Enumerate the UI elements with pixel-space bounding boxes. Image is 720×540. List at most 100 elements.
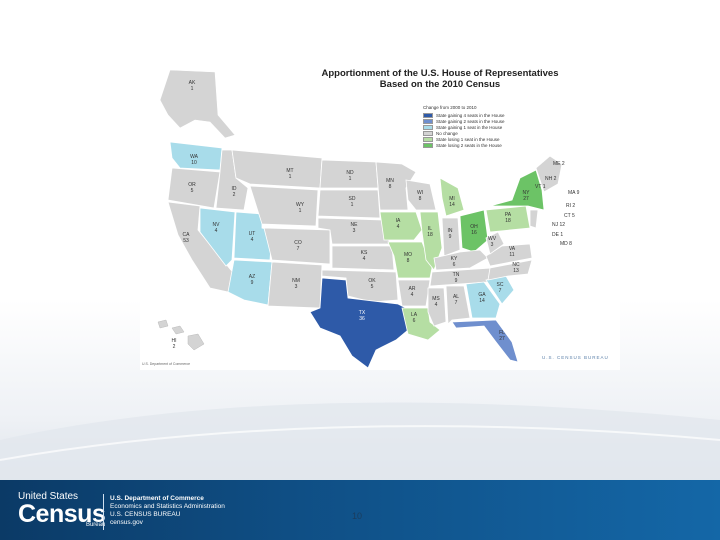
state-OK [321,269,399,303]
state-IN [441,217,461,257]
label-AL-code: AL [453,294,459,300]
label-CA-seats: 53 [183,238,189,244]
label-WI-code: WI [417,190,423,196]
label-HI-code: HI [172,338,177,344]
label-ID-code: ID [232,186,237,192]
label-NY-code: NY [523,190,531,196]
map-title-line2: Based on the 2010 Census [379,79,501,90]
state-WI [405,179,437,211]
state-WV [485,231,505,255]
label-OR-seats: 5 [191,188,194,194]
state-AZ [227,259,273,306]
apportionment-map: AK 1 WA 10 OR 5 CA 53 NV 4 ID 2 MT 1 WY … [140,60,620,370]
state-WA [169,141,223,171]
label-CO-code: CO [294,240,302,246]
label-VT: VT 1 [535,184,546,190]
label-SD-code: SD [349,196,356,202]
label-NJ: NJ 12 [552,222,566,228]
map-title-line1: Apportionment of the U.S. House of Repre… [321,68,559,79]
label-KY-code: KY [451,256,458,262]
label-MT-code: MT [286,168,293,174]
label-TN-code: TN [453,272,460,278]
label-NV-seats: 4 [215,228,218,234]
label-FL-seats: 27 [499,336,505,342]
label-NM-code: NM [292,278,300,284]
footer-divider [103,494,104,530]
state-KY [433,249,489,271]
census-logo[interactable]: United States Census Bureau [18,492,106,529]
bureau-mark: U.S. CENSUS BUREAU [542,355,609,360]
state-NC [487,259,533,281]
label-SD-seats: 1 [351,202,354,208]
label-TN-seats: 9 [455,278,458,284]
label-WY-code: WY [296,202,305,208]
state-NE-cluster [535,155,563,193]
label-OH-code: OH [470,224,478,230]
label-MS-code: MS [432,296,440,302]
label-MO-seats: 8 [407,258,410,264]
state-PA [485,205,531,233]
label-CT: CT 5 [564,213,575,219]
label-OK-seats: 5 [371,284,374,290]
us-map-svg: AK 1 WA 10 OR 5 CA 53 NV 4 ID 2 MT 1 WY … [157,69,563,369]
state-MS [427,287,447,327]
label-GA-seats: 14 [479,298,485,304]
state-FL [451,319,519,363]
label-KY-seats: 6 [453,262,456,268]
label-UT-code: UT [249,231,256,237]
label-NH: NH 2 [545,176,557,182]
dept-line3: U.S. CENSUS BUREAU [110,511,181,518]
legend-item: State losing 2 seats in the House [423,142,543,148]
map-title: Apportionment of the U.S. House of Repre… [290,68,590,90]
label-MN-code: MN [386,178,394,184]
label-AK-seats: 1 [191,86,194,92]
label-WV-seats: 3 [491,242,494,248]
state-MO [387,241,433,279]
page-number: 10 [352,511,363,521]
label-NM-seats: 3 [295,284,298,290]
label-RI: RI 2 [566,203,576,209]
label-MI-seats: 14 [449,202,455,208]
state-CO [263,227,331,265]
legend-label: State gaining 2 seats in the House [436,118,505,124]
label-NE-seats: 3 [353,228,356,234]
state-AR [397,279,431,307]
map-source: U.S. Department of Commerce [142,362,191,366]
label-KS-seats: 4 [363,256,366,262]
state-NV [199,207,236,267]
label-MA: MA 9 [568,190,580,196]
legend-swatch-lose1 [423,136,433,142]
dept-line4[interactable]: census.gov [110,519,143,526]
label-ND-code: ND [346,170,354,176]
label-NV-code: NV [213,222,221,228]
legend-item: State gaining 2 seats in the House [423,118,543,124]
label-OH-seats: 16 [471,230,477,236]
state-HI [157,319,205,351]
label-MT-seats: 1 [289,174,292,180]
dept-line2: Economics and Statistics Administration [110,503,225,510]
legend-swatch-gain4 [423,112,433,118]
state-SD [317,189,381,219]
label-PA-seats: 18 [505,218,511,224]
state-AK [159,69,236,139]
label-ND-seats: 1 [349,176,352,182]
label-WA-seats: 10 [191,160,197,166]
label-FL-code: FL [499,330,505,336]
label-NC-seats: 13 [513,268,519,274]
legend-swatch-gain1 [423,124,433,130]
label-DE: DE 1 [552,232,564,238]
label-MS-seats: 4 [435,302,438,308]
legend-label: State gaining 1 seat in the House [436,124,503,130]
legend-label: State losing 1 seat in the House [436,136,500,142]
label-MN-seats: 8 [389,184,392,190]
label-ID-seats: 2 [233,192,236,198]
legend-item: State losing 1 seat in the House [423,136,543,142]
state-MI [439,177,465,217]
label-LA-seats: 6 [413,318,416,324]
state-OH [459,209,489,253]
state-OR [167,167,221,209]
label-IL-code: IL [428,226,432,232]
label-TX-seats: 36 [359,316,365,322]
label-ME: ME 2 [553,161,565,167]
state-TX [309,277,409,369]
